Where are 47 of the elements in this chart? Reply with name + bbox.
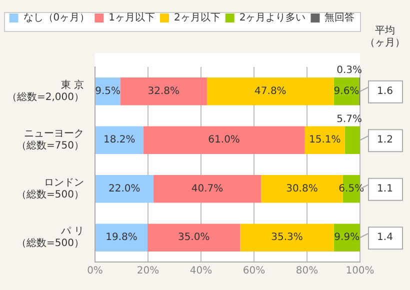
data-label: 9.6% bbox=[334, 86, 360, 97]
bar bbox=[344, 126, 360, 154]
data-label: 9.5% bbox=[95, 86, 121, 97]
text: 1.6 bbox=[377, 86, 393, 97]
legend-label: なし（0ヶ月） bbox=[23, 12, 90, 24]
legend-label: 1ヶ月以下 bbox=[108, 12, 156, 24]
x-tick-label: 80% bbox=[296, 266, 318, 277]
y-tick-label: 東 京（総数=2,000） bbox=[6, 78, 84, 103]
data-label: 35.3% bbox=[271, 232, 303, 244]
data-label: 40.7% bbox=[191, 183, 224, 194]
legend-label: 2ヶ月より多い bbox=[239, 12, 306, 24]
data-label: 0.3% bbox=[336, 65, 362, 76]
data-label: 19.8% bbox=[106, 232, 138, 244]
data-label: 35.0% bbox=[178, 232, 210, 244]
data-label: 18.2% bbox=[103, 134, 136, 146]
bar bbox=[143, 126, 305, 154]
x-tick-label: 40% bbox=[190, 266, 212, 277]
text: 1.1 bbox=[377, 183, 393, 194]
bar bbox=[304, 126, 345, 154]
x-tick-label: 60% bbox=[242, 266, 266, 277]
text: 平均（ヶ月） bbox=[365, 24, 405, 49]
data-label: 22.0% bbox=[108, 183, 140, 194]
x-tick-label: 20% bbox=[136, 266, 160, 277]
x-tick-label: 100% bbox=[346, 266, 374, 277]
y-tick-label: パ リ（総数=500） bbox=[16, 226, 84, 250]
data-label: 32.8% bbox=[148, 86, 180, 97]
legend-label: 2ヶ月以下 bbox=[174, 12, 220, 24]
data-label: 30.8% bbox=[286, 183, 318, 194]
x-tick-label: 0% bbox=[87, 266, 103, 277]
bar bbox=[147, 224, 240, 252]
bar bbox=[96, 126, 144, 154]
data-label: 5.7% bbox=[336, 114, 362, 125]
text: 1.2 bbox=[377, 134, 393, 146]
data-label: 47.8% bbox=[254, 86, 286, 97]
y-tick-label: ロンドン（総数=500） bbox=[16, 177, 84, 200]
text: 1.4 bbox=[377, 232, 393, 244]
bar bbox=[96, 224, 148, 252]
data-label: 9.9% bbox=[334, 232, 360, 244]
y-tick-label: ニューヨーク（総数=750） bbox=[16, 128, 84, 152]
bar bbox=[96, 174, 154, 203]
bar bbox=[207, 77, 334, 106]
bar bbox=[120, 77, 208, 106]
data-label: 15.1% bbox=[309, 134, 341, 146]
data-label: 61.0% bbox=[208, 134, 240, 146]
legend-label: 無回答 bbox=[324, 12, 355, 24]
bar bbox=[240, 224, 334, 252]
bar bbox=[153, 174, 262, 203]
